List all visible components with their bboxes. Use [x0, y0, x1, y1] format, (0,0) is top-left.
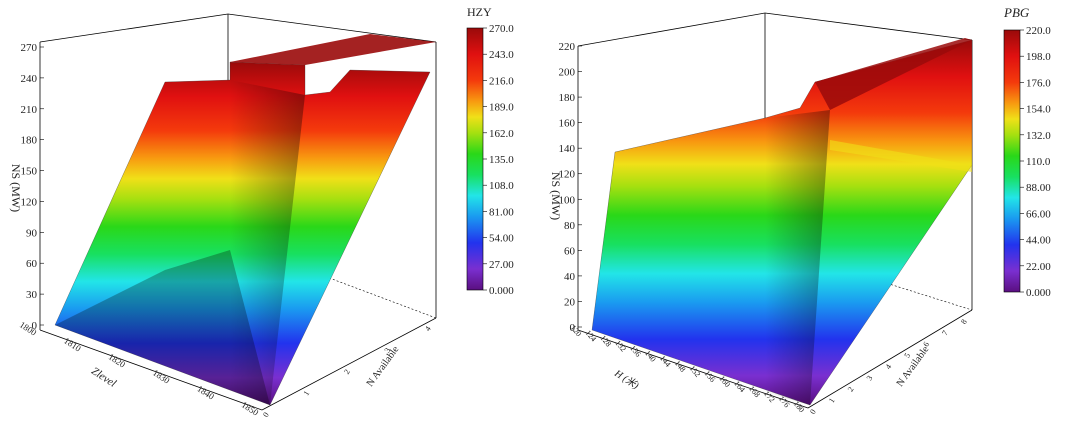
z-tick-label: 20	[564, 296, 576, 308]
z-tick-label: 140	[559, 143, 576, 155]
colorbar-tick-label: 22.00	[1026, 261, 1051, 273]
frame-line	[261, 317, 437, 411]
y-axis-label: N Available	[895, 344, 932, 389]
colorbar-tick-label: 154.0	[1026, 104, 1051, 116]
z-tick-label: 200	[559, 67, 576, 79]
colorbar-tick-label: 108.0	[489, 180, 514, 192]
x-tick-label: 1840	[195, 383, 216, 401]
surface-top-pbg	[815, 38, 972, 110]
colorbar-tick-label: 162.0	[489, 128, 514, 140]
z-tick-label: 120	[21, 196, 38, 208]
z-tick-label: 180	[559, 92, 576, 104]
colorbar-hzy	[466, 27, 484, 291]
y-tick-label: 1	[302, 389, 312, 397]
colorbar-title: PBG	[1003, 5, 1030, 20]
surface-plateau-pbg	[830, 140, 972, 172]
z-tick-label: 100	[559, 194, 576, 206]
y-tick-label: 3	[383, 346, 393, 354]
z-axis-label: NS (MW)	[9, 164, 23, 212]
frame-line	[577, 12, 766, 47]
z-tick-label: 90	[26, 227, 38, 239]
colorbar-tick-label: 54.00	[489, 233, 514, 245]
colorbar-tick-label: 220.0	[1026, 25, 1051, 37]
z-tick-label: 210	[21, 104, 38, 116]
frame-line	[807, 309, 973, 409]
colorbar-tick-label: 88.00	[1026, 182, 1051, 194]
x-tick-label: 1810	[62, 335, 83, 353]
colorbar-tick-label: 44.00	[1026, 235, 1051, 247]
frame-line	[764, 12, 973, 41]
frame-line	[577, 329, 809, 409]
y-tick-label: 5	[902, 351, 912, 359]
z-tick-label: 40	[564, 271, 576, 283]
y-tick-label: 2	[846, 385, 856, 393]
colorbar-tick-label: 81.00	[489, 206, 514, 218]
z-tick-label: 80	[564, 220, 576, 232]
frame-line	[39, 13, 229, 43]
z-tick-label: 60	[564, 245, 576, 257]
z-tick-label: 30	[26, 289, 38, 301]
x-tick-label: 1850	[240, 399, 261, 417]
y-tick-label: 0	[808, 408, 818, 416]
z-tick-label: 120	[559, 169, 576, 181]
z-tick-label: 220	[559, 41, 576, 53]
colorbar-tick-label: 27.00	[489, 259, 514, 271]
y-tick-label: 7	[940, 329, 950, 337]
y-tick-label: 4	[423, 325, 433, 333]
z-tick-label: 0	[32, 320, 38, 332]
colorbar-tick-label: 198.0	[1026, 51, 1051, 63]
y-tick-label: 2	[342, 368, 352, 376]
surface-side-hzy	[230, 80, 305, 405]
colorbar-tick-label: 0.000	[1026, 287, 1051, 299]
z-tick-label: 270	[21, 42, 38, 54]
x-axis-label: H (米)	[611, 367, 641, 392]
surface-side-pbg	[765, 110, 830, 405]
z-tick-label: 60	[26, 258, 38, 270]
colorbar-pbg	[1003, 29, 1021, 293]
y-tick-label: 3	[865, 374, 875, 382]
colorbar-tick-label: 135.0	[489, 154, 514, 166]
z-tick-label: 0	[570, 322, 576, 334]
surface-top-hzy	[230, 34, 436, 65]
surface-shadow-hzy	[55, 250, 270, 405]
z-axis-label: NS (MW)	[549, 172, 563, 220]
z-tick-label: 180	[21, 135, 38, 147]
colorbar-tick-label: 270.0	[489, 23, 514, 35]
y-tick-label: 6	[921, 340, 931, 348]
z-tick-label: 160	[559, 118, 576, 130]
colorbar-tick-label: 243.0	[489, 49, 514, 61]
colorbar-tick-label: 216.0	[489, 75, 514, 87]
y-tick-label: 4	[884, 363, 894, 371]
x-tick-label: 1820	[107, 351, 128, 369]
colorbar-title: HZY	[467, 5, 492, 19]
z-tick-label: 150	[21, 166, 38, 178]
x-tick-label: 1830	[151, 367, 172, 385]
colorbar-tick-label: 176.0	[1026, 77, 1051, 89]
colorbar-tick-label: 189.0	[489, 102, 514, 114]
colorbar-tick-label: 132.0	[1026, 130, 1051, 142]
y-tick-label: 1	[827, 396, 837, 404]
frame-line	[39, 329, 263, 411]
z-tick-label: 240	[21, 73, 38, 85]
colorbar-tick-label: 110.0	[1026, 156, 1051, 168]
y-tick-label: 0	[261, 411, 271, 419]
frame-line	[227, 13, 437, 43]
colorbar-tick-label: 0.000	[489, 285, 514, 297]
x-axis-label: Zlevel	[89, 365, 118, 390]
colorbar-tick-label: 66.00	[1026, 208, 1051, 220]
y-tick-label: 8	[959, 318, 969, 326]
